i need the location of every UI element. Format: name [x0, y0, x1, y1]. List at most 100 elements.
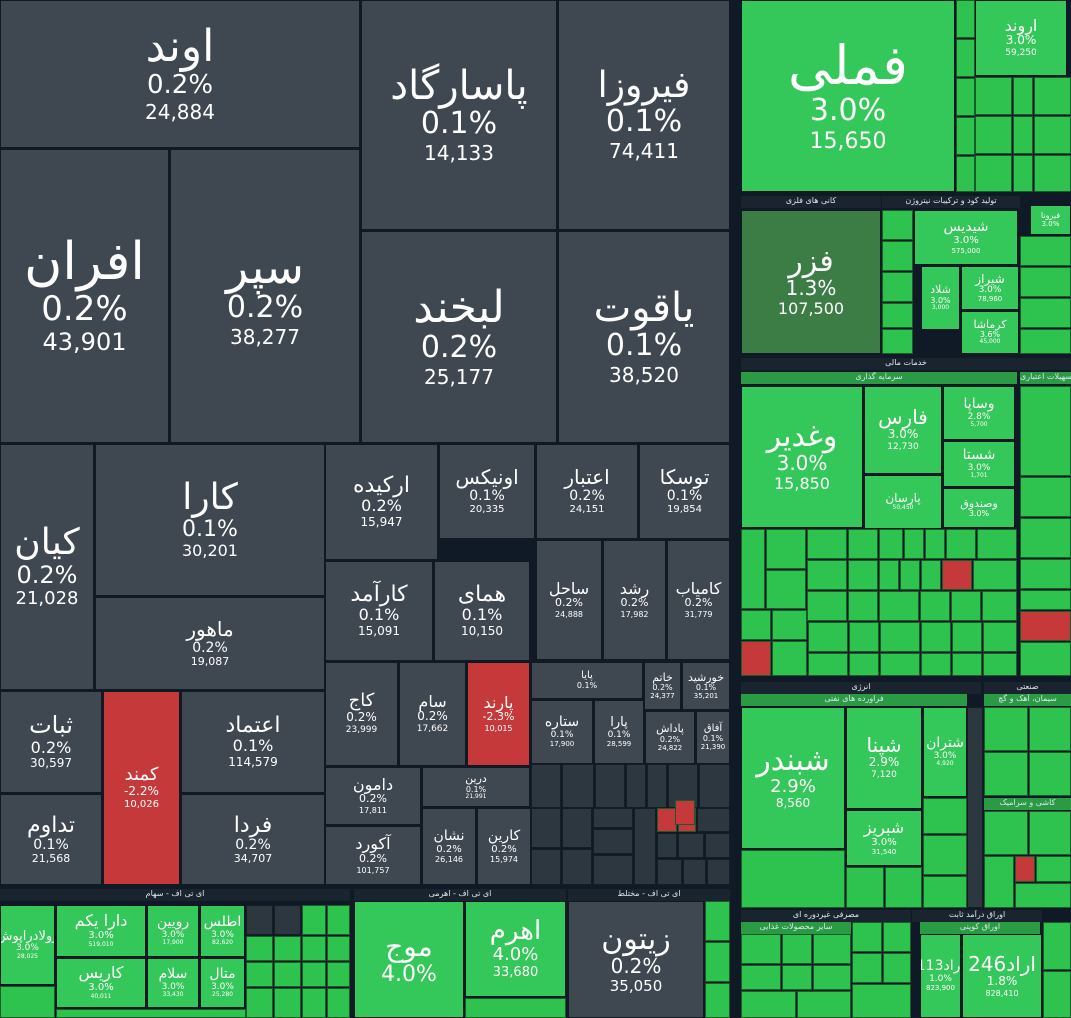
symbol-tile-damoon[interactable]: دامون 0.2% 17,811 [325, 767, 421, 825]
small-symbol-tile[interactable] [782, 934, 812, 964]
small-symbol-tile[interactable] [1020, 298, 1071, 328]
symbol-tile-sahel[interactable]: ساحل 0.2% 24,888 [536, 540, 602, 660]
symbol-tile-firuza[interactable]: فیروزا 0.1% 74,411 [558, 0, 730, 230]
small-symbol-tile[interactable] [1015, 883, 1071, 908]
small-symbol-tile[interactable] [984, 707, 1028, 751]
small-symbol-tile[interactable] [647, 764, 667, 808]
symbol-tile-farda[interactable]: فردا 0.2% 34,707 [181, 794, 325, 885]
symbol-tile-shebandar[interactable]: شبندر 2.9% 8,560 [741, 707, 845, 849]
small-symbol-tile[interactable] [1034, 77, 1071, 115]
small-symbol-tile[interactable] [807, 560, 847, 590]
symbol-tile-homay[interactable]: همای 0.1% 10,150 [434, 561, 530, 661]
small-symbol-tile[interactable] [849, 622, 879, 652]
symbol-tile-onix[interactable]: اونیکس 0.1% 20,335 [439, 444, 535, 539]
small-symbol-tile[interactable] [246, 988, 273, 1018]
small-symbol-tile[interactable] [327, 962, 350, 987]
symbol-tile-mahour[interactable]: ماهور 0.2% 19,087 [95, 597, 325, 690]
small-symbol-tile[interactable] [951, 591, 981, 621]
small-symbol-tile[interactable] [705, 901, 730, 941]
small-symbol-tile[interactable] [593, 829, 633, 854]
symbol-tile-sam[interactable]: سام 0.2% 17,662 [399, 662, 466, 766]
small-symbol-tile[interactable] [900, 560, 920, 590]
symbol-tile-paya[interactable]: پایا 0.1% [531, 662, 643, 699]
small-symbol-tile[interactable] [657, 859, 682, 885]
small-symbol-tile[interactable] [882, 303, 913, 328]
small-symbol-tile[interactable] [849, 653, 879, 676]
small-symbol-tile[interactable] [1034, 116, 1071, 154]
symbol-tile-separ[interactable]: سپر 0.2% 38,277 [170, 149, 360, 443]
small-symbol-tile[interactable] [327, 936, 350, 961]
small-symbol-tile[interactable] [975, 116, 1012, 154]
symbol-tile-parsian[interactable]: پارسان 50,450 [864, 475, 942, 529]
symbol-tile-rouyin[interactable]: رویین 3.0% 17,900 [147, 905, 199, 957]
small-symbol-tile[interactable] [885, 867, 922, 908]
small-symbol-tile[interactable] [1029, 752, 1071, 796]
small-symbol-tile[interactable] [246, 962, 273, 987]
symbol-tile-karis[interactable]: کاریس 3.0% 40,011 [56, 958, 146, 1008]
small-symbol-tile[interactable] [626, 764, 646, 808]
small-symbol-tile[interactable] [846, 867, 884, 908]
symbol-tile-fars[interactable]: فارس 3.0% 12,730 [864, 386, 942, 474]
small-symbol-tile[interactable] [797, 991, 851, 1018]
small-symbol-tile[interactable] [327, 988, 350, 1018]
symbol-tile-arvand[interactable]: اروند 3.0% 59,250 [975, 0, 1067, 76]
small-symbol-tile[interactable] [880, 653, 920, 676]
small-symbol-tile[interactable] [813, 965, 851, 990]
small-symbol-tile[interactable] [1020, 611, 1071, 641]
small-symbol-tile[interactable] [766, 529, 806, 569]
small-symbol-tile[interactable] [1020, 477, 1071, 517]
small-symbol-tile[interactable] [1020, 329, 1071, 354]
symbol-tile-karmasha[interactable]: کرماشا 3.6% 45,000 [961, 311, 1019, 354]
small-symbol-tile[interactable] [657, 808, 677, 832]
small-symbol-tile[interactable] [923, 835, 967, 875]
symbol-tile-kiyan[interactable]: کیان 0.2% 21,028 [0, 444, 94, 690]
small-symbol-tile[interactable] [946, 529, 976, 559]
symbol-tile-shebriz[interactable]: شبریز 3.0% 31,540 [846, 810, 922, 866]
symbol-tile-arad113[interactable]: اراد1131.0%823,900 [920, 934, 961, 1018]
symbol-tile-akord[interactable]: آکورد 0.2% 101,757 [325, 826, 421, 885]
symbol-tile-left3[interactable]: رولادراپوش3.0%28,025 [0, 905, 55, 985]
small-symbol-tile[interactable] [880, 622, 920, 652]
small-symbol-tile[interactable] [1043, 971, 1071, 1018]
symbol-tile-vasandooq[interactable]: وصندوق 3.0% [943, 488, 1015, 528]
small-symbol-tile[interactable] [705, 983, 730, 1018]
small-symbol-tile[interactable] [274, 988, 301, 1018]
small-symbol-tile[interactable] [921, 653, 951, 676]
small-symbol-tile[interactable] [921, 560, 941, 590]
small-symbol-tile[interactable] [975, 155, 1012, 192]
small-symbol-tile[interactable] [807, 529, 847, 559]
small-symbol-tile[interactable] [923, 876, 967, 908]
small-symbol-tile[interactable] [675, 800, 695, 825]
small-symbol-tile[interactable] [879, 560, 899, 590]
small-symbol-tile[interactable] [925, 529, 945, 559]
small-symbol-tile[interactable] [883, 953, 911, 983]
small-symbol-tile[interactable] [56, 1009, 246, 1018]
symbol-tile-dorrin[interactable]: درین 0.1% 21,991 [422, 767, 530, 807]
small-symbol-tile[interactable] [562, 849, 592, 885]
small-symbol-tile[interactable] [982, 591, 1017, 621]
small-symbol-tile[interactable] [1020, 386, 1071, 476]
small-symbol-tile[interactable] [741, 934, 781, 964]
symbol-tile-etemad[interactable]: اعتماد 0.1% 114,579 [181, 691, 325, 793]
small-symbol-tile[interactable] [593, 855, 633, 885]
symbol-tile-fameli[interactable]: فملی 3.0% 15,650 [741, 0, 955, 192]
small-symbol-tile[interactable] [882, 329, 913, 354]
small-symbol-tile[interactable] [882, 241, 913, 271]
small-symbol-tile[interactable] [302, 905, 326, 935]
small-symbol-tile[interactable] [678, 833, 704, 858]
symbol-tile-arkide[interactable]: ارکیده 0.2% 15,947 [325, 444, 438, 560]
small-symbol-tile[interactable] [741, 965, 781, 990]
small-symbol-tile[interactable] [1013, 116, 1033, 154]
small-symbol-tile[interactable] [274, 905, 301, 935]
symbol-tile-mouj[interactable]: موج 4.0% [354, 901, 464, 1018]
small-symbol-tile[interactable] [531, 764, 561, 808]
small-symbol-tile[interactable] [302, 988, 326, 1018]
small-symbol-tile[interactable] [1043, 922, 1071, 970]
small-symbol-tile[interactable] [562, 764, 594, 808]
symbol-tile-kamand[interactable]: کمند -2.2% 10,026 [103, 691, 180, 885]
symbol-tile-vasapa[interactable]: وساپا 2.8% 5,700 [943, 386, 1015, 440]
symbol-tile-neshan[interactable]: نشان 0.2% 26,146 [422, 808, 476, 885]
small-symbol-tile[interactable] [741, 529, 765, 609]
small-symbol-tile[interactable] [904, 529, 924, 559]
small-symbol-tile[interactable] [699, 764, 730, 808]
